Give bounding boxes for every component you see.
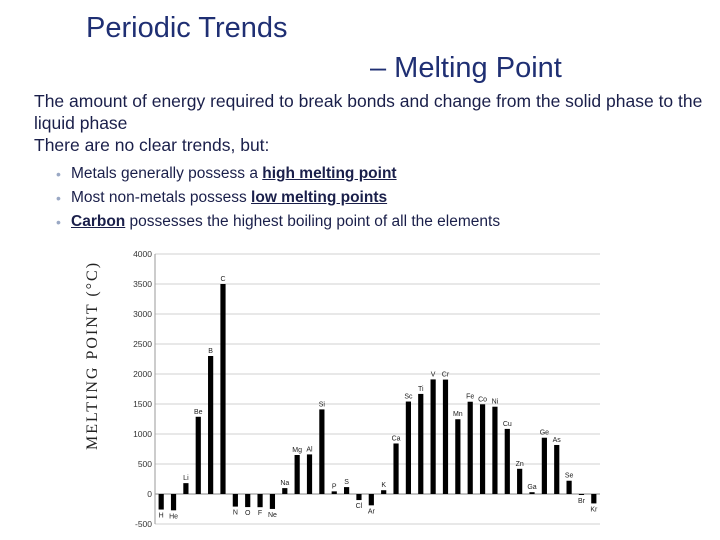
y-tick-label: 0 bbox=[147, 489, 152, 499]
bar-label: Ar bbox=[368, 508, 376, 515]
bar-sc bbox=[405, 401, 411, 494]
bullet-emphasis: high melting point bbox=[262, 165, 397, 182]
bar-mn bbox=[455, 419, 461, 494]
bar-label: H bbox=[159, 513, 164, 520]
bar-ca bbox=[393, 443, 399, 494]
bar-label: Fe bbox=[466, 394, 474, 401]
bar-label: F bbox=[258, 510, 262, 517]
bar-label: Al bbox=[306, 446, 313, 453]
bar-label: V bbox=[431, 371, 436, 378]
bar-br bbox=[578, 494, 585, 495]
bar-cu bbox=[504, 428, 510, 494]
y-tick-label: 1000 bbox=[133, 429, 152, 439]
bar-he bbox=[170, 494, 177, 511]
bar-label: S bbox=[344, 479, 349, 486]
bar-label: Cl bbox=[356, 503, 363, 510]
bar-li bbox=[183, 483, 189, 494]
lead-text: There are no clear trends, but: bbox=[34, 135, 270, 155]
bullet-text: Most non-metals possess bbox=[71, 189, 252, 206]
bar-v bbox=[430, 379, 436, 494]
bar-kr bbox=[591, 494, 597, 504]
bar-ga bbox=[529, 492, 535, 494]
bullet-emphasis: Carbon bbox=[71, 213, 126, 230]
bar-f bbox=[257, 494, 263, 508]
y-tick-label: 2000 bbox=[133, 369, 152, 379]
bar-label: Sc bbox=[404, 394, 413, 401]
melting-point-bar-chart: -500 0 500 1000 1500 2000 2500 3000 3500 4000 H He L… bbox=[133, 249, 600, 529]
y-tick-label: 4000 bbox=[133, 249, 152, 259]
bar-label: He bbox=[169, 513, 178, 520]
bullet-item: Carbon possesses the highest boiling poi… bbox=[56, 210, 704, 234]
bar-se bbox=[566, 480, 572, 494]
bar-label: C bbox=[220, 276, 225, 283]
bar-k bbox=[381, 490, 387, 494]
bar-n bbox=[232, 494, 238, 507]
bar-label: Cr bbox=[442, 372, 450, 379]
bar-label: P bbox=[332, 483, 337, 490]
bar-be bbox=[195, 416, 201, 494]
y-tick-label: 500 bbox=[138, 459, 152, 469]
slide-title: Periodic Trends bbox=[86, 12, 288, 44]
bar-label: Ti bbox=[418, 386, 424, 393]
bar-ge bbox=[541, 437, 547, 494]
bar-al bbox=[306, 454, 313, 494]
bar-label: Mn bbox=[453, 411, 463, 418]
bar-label: Co bbox=[478, 396, 487, 403]
bar-label: Ni bbox=[492, 399, 499, 406]
bar-cl bbox=[356, 494, 362, 501]
bar-label: B bbox=[208, 348, 213, 355]
bar-label: Se bbox=[565, 473, 574, 480]
y-tick-label: 1500 bbox=[133, 399, 152, 409]
bar-label: Mg bbox=[292, 447, 302, 454]
bullet-emphasis: low melting points bbox=[251, 189, 388, 206]
bar-label: Na bbox=[280, 480, 289, 487]
bar-label: Si bbox=[319, 401, 326, 408]
bar-label: Zn bbox=[516, 461, 524, 468]
bar-label: Li bbox=[183, 475, 189, 482]
bar-co bbox=[479, 404, 486, 494]
bullet-item: Metals generally possess a high melting … bbox=[56, 162, 704, 186]
y-tick-label: 3000 bbox=[133, 309, 152, 319]
y-tick-label: -500 bbox=[135, 519, 152, 529]
bar-label: As bbox=[553, 437, 562, 444]
y-tick-label: 2500 bbox=[133, 339, 152, 349]
bar-label: Ge bbox=[540, 430, 549, 437]
bar-mg bbox=[294, 455, 300, 494]
bar-c bbox=[220, 284, 226, 494]
bullet-list: Metals generally possess a high melting … bbox=[56, 162, 704, 234]
bar-si bbox=[319, 409, 325, 494]
slide-title-subtopic: – Melting Point bbox=[370, 52, 562, 84]
bullet-text: possesses the highest boiling point of a… bbox=[125, 213, 501, 230]
bar-as bbox=[554, 444, 560, 494]
bar-ti bbox=[418, 393, 424, 494]
bar-ne bbox=[269, 494, 276, 509]
bar-label: Be bbox=[194, 409, 203, 416]
bar-label: K bbox=[381, 482, 386, 489]
bar-label: O bbox=[245, 510, 251, 517]
bar-label: Ca bbox=[392, 435, 401, 442]
bar-label: Kr bbox=[590, 506, 598, 513]
bar-na bbox=[282, 488, 288, 494]
definition-text: The amount of energy required to break b… bbox=[34, 91, 703, 133]
bar-s bbox=[344, 487, 350, 494]
bar-label: N bbox=[233, 510, 238, 517]
y-tick-label: 3500 bbox=[133, 279, 152, 289]
bar-cr bbox=[442, 379, 449, 494]
bar-label: Br bbox=[578, 498, 586, 505]
slide-body: The amount of energy required to break b… bbox=[34, 90, 704, 234]
bar-p bbox=[331, 491, 337, 494]
bar-ar bbox=[368, 494, 374, 506]
bar-o bbox=[245, 494, 251, 508]
bar-label: Cu bbox=[503, 421, 512, 428]
bar-fe bbox=[467, 401, 473, 494]
bar-label: Ne bbox=[268, 512, 277, 519]
bar-label: Ga bbox=[527, 484, 536, 491]
bar-ni bbox=[492, 406, 498, 494]
bar-h bbox=[158, 494, 164, 510]
bar-zn bbox=[517, 468, 523, 494]
bar-b bbox=[208, 356, 214, 494]
bullet-text: Metals generally possess a bbox=[71, 165, 263, 182]
bullet-item: Most non-metals possess low melting poin… bbox=[56, 186, 704, 210]
